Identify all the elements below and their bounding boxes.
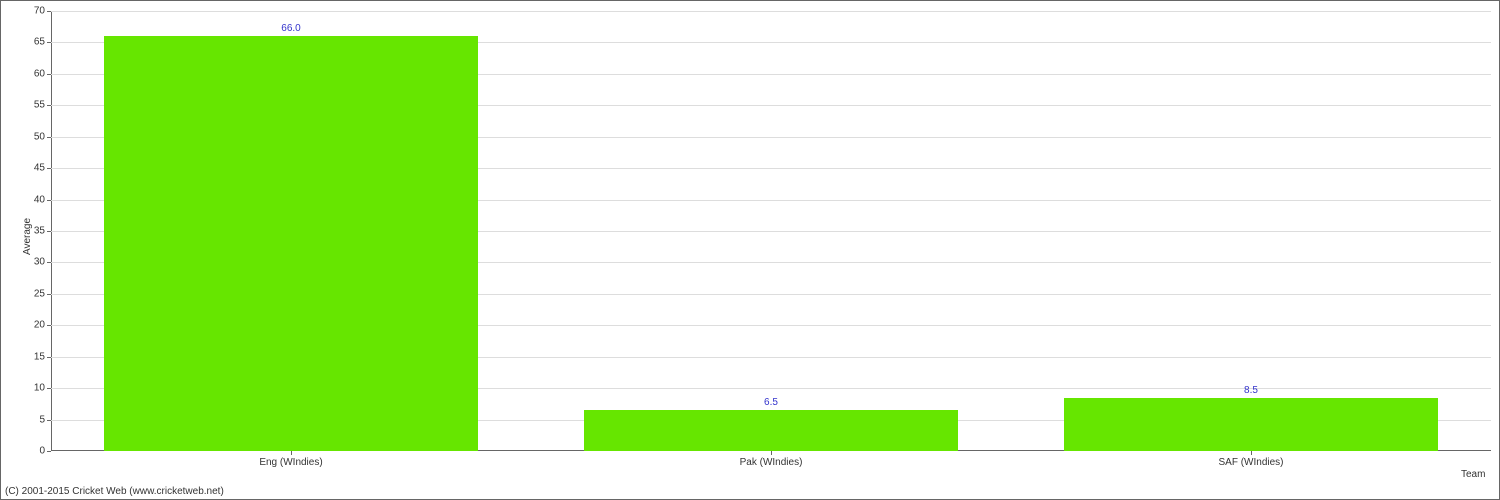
y-tick-label: 35 xyxy=(34,226,51,237)
y-tick-label: 70 xyxy=(34,6,51,17)
y-tick-label: 0 xyxy=(39,446,51,457)
y-tick-label: 25 xyxy=(34,288,51,299)
y-tick-label: 10 xyxy=(34,383,51,394)
y-tick-label: 45 xyxy=(34,163,51,174)
y-tick-label: 15 xyxy=(34,351,51,362)
y-tick-label: 65 xyxy=(34,37,51,48)
y-tick-label: 40 xyxy=(34,194,51,205)
gridline xyxy=(51,11,1491,12)
y-axis-title: Average xyxy=(22,218,33,255)
copyright-text: (C) 2001-2015 Cricket Web (www.cricketwe… xyxy=(5,486,224,497)
y-tick-label: 60 xyxy=(34,68,51,79)
bar-value-label: 8.5 xyxy=(1244,385,1258,398)
x-tick-label: SAF (WIndies) xyxy=(1218,451,1283,468)
bar-value-label: 6.5 xyxy=(764,397,778,410)
x-tick-label: Pak (WIndies) xyxy=(740,451,803,468)
plot-area: 051015202530354045505560657066.0Eng (WIn… xyxy=(51,11,1491,451)
bar xyxy=(104,36,478,451)
bar xyxy=(584,410,958,451)
y-tick-label: 30 xyxy=(34,257,51,268)
x-tick-label: Eng (WIndies) xyxy=(259,451,322,468)
bar xyxy=(1064,398,1438,451)
chart-container: 0 5 10 15 20 25 30 35 40 45 50 55 60 65 70 66.0 Eng (WIn… xyxy=(0,0,1500,500)
y-tick-label: 50 xyxy=(34,131,51,142)
x-axis-title: Team xyxy=(1461,469,1485,480)
y-tick-label: 5 xyxy=(39,414,51,425)
y-tick-label: 55 xyxy=(34,100,51,111)
y-tick-label: 20 xyxy=(34,320,51,331)
bar-value-label: 66.0 xyxy=(281,23,300,36)
